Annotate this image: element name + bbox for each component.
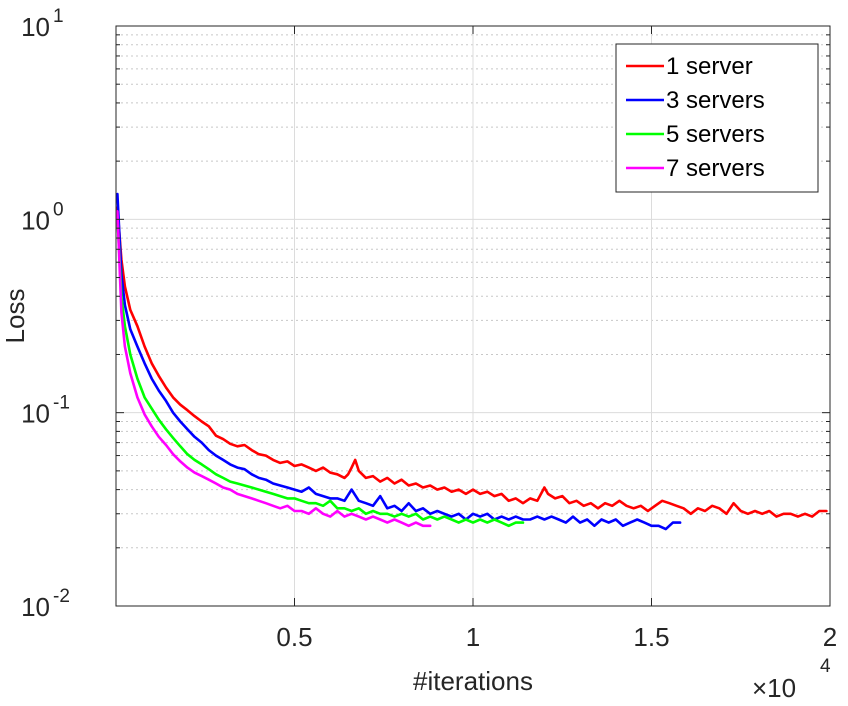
y-tick-base: 10 <box>21 592 50 622</box>
y-tick-base: 10 <box>21 12 50 42</box>
x-tick-label: 1.5 <box>633 622 669 652</box>
y-tick-exponent: -2 <box>53 586 70 607</box>
y-tick-label: 10 -1 <box>21 393 70 429</box>
y-tick-base: 10 <box>21 205 50 235</box>
y-tick-label: 10 0 <box>21 199 64 235</box>
series-layer <box>116 192 828 531</box>
y-tick-label: 10 -2 <box>21 586 70 622</box>
x-axis-multiplier: ×10 4 <box>752 656 831 703</box>
svg-text:×10: ×10 <box>752 673 796 703</box>
y-tick-exponent: -1 <box>53 393 70 414</box>
x-tick-label: 1 <box>466 622 480 652</box>
x-tick-label: 0.5 <box>276 622 312 652</box>
x-axis-label: #iterations <box>413 666 533 696</box>
x-tick-label: 2 <box>823 622 837 652</box>
x-tick-labels: 0.5 1 1.5 2 <box>276 622 837 652</box>
legend-label: 3 servers <box>666 87 765 114</box>
tick-marks <box>116 25 831 607</box>
series-line <box>116 206 828 518</box>
y-tick-exponent: 1 <box>53 6 64 27</box>
legend-label: 5 servers <box>666 121 765 148</box>
y-tick-label: 10 1 <box>21 6 64 42</box>
series-line <box>116 213 525 528</box>
legend-label: 7 servers <box>666 155 765 182</box>
legend: 1 server 3 servers 5 servers 7 servers <box>615 43 819 193</box>
y-axis-label: Loss <box>0 289 30 344</box>
series-line <box>116 210 432 528</box>
series-line <box>116 192 682 531</box>
y-tick-exponent: 0 <box>53 199 64 220</box>
svg-text:4: 4 <box>820 656 831 677</box>
y-tick-base: 10 <box>21 399 50 429</box>
legend-label: 1 server <box>666 53 753 80</box>
